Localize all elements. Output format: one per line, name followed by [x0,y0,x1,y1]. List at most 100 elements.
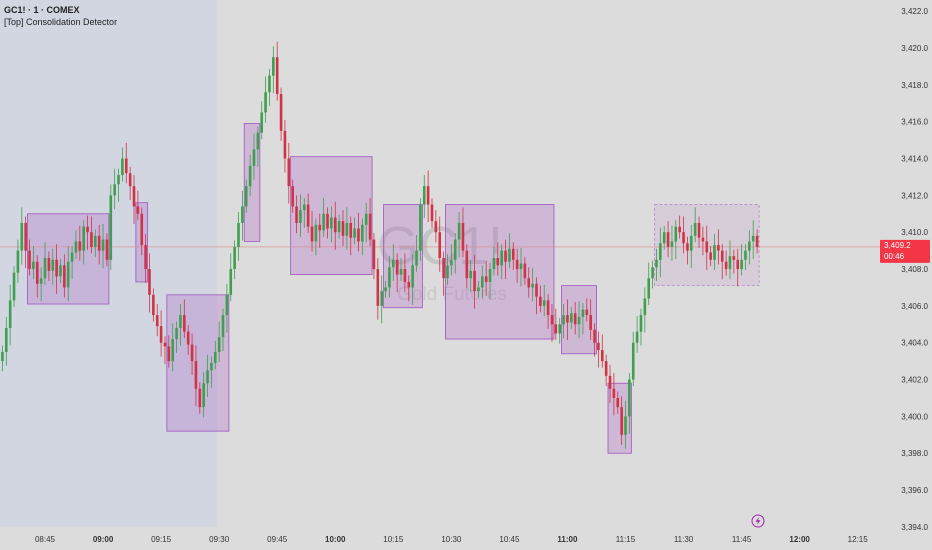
candle-body [55,259,58,277]
candle-body [221,315,225,338]
candle [395,253,399,293]
candles [1,41,759,449]
candle-body [682,232,685,244]
candle-body [600,350,604,362]
candle [376,257,380,320]
candle-body [70,252,74,262]
candle-body [105,239,109,260]
price-tick-label: 3,400.0 [901,412,928,421]
candle-body [121,158,124,176]
candle-body [295,206,298,223]
candle [306,193,310,234]
candle-body [225,294,229,316]
candle [446,254,449,285]
candle [59,258,62,283]
candle [628,373,631,434]
candle [388,256,391,298]
candle-body [86,226,89,233]
candle [492,246,496,276]
candle [124,142,128,184]
candle-body [260,112,264,133]
candle [183,299,186,339]
candle [186,325,190,355]
candle [651,260,654,289]
candle [511,242,515,270]
candle [554,308,558,340]
candle-body [705,241,709,253]
time-tick-label: 12:15 [848,535,869,544]
candle [426,170,430,223]
price-tick-label: 3,412.0 [901,191,928,200]
price-tick-label: 3,410.0 [901,228,928,237]
candle [744,244,747,270]
candle-body [279,94,283,131]
candle [724,250,728,276]
candle-body [171,339,175,362]
candle [720,244,724,280]
candle-body [179,315,182,328]
candle [337,214,341,239]
candle-body [322,213,325,231]
candle-body [426,186,430,205]
candle [32,246,35,280]
candle [167,335,171,368]
candle-body [511,248,515,260]
candle [241,190,244,241]
candle-body [63,265,66,288]
candle [481,265,484,298]
candle [155,304,159,337]
candle [202,372,205,418]
candle-body [562,315,565,325]
candle-body [90,232,93,247]
candle-body [326,213,329,229]
candle-body [380,291,383,306]
price-axis[interactable]: 3,422.0 3,420.0 3,418.0 3,416.0 3,414.0 3,412… [901,7,928,532]
candle-body [620,407,623,435]
price-tick-label: 3,394.0 [901,523,928,532]
candle-body [159,326,163,343]
candle [90,216,93,254]
candle-body [624,416,627,435]
candle-body [457,222,461,240]
candle-body [748,241,751,251]
candle [740,244,743,276]
candle [105,233,109,267]
candle-body [407,281,411,288]
candle [229,253,233,302]
candle [8,284,12,346]
candle-body [287,158,291,187]
candle-body [117,175,120,185]
candle [392,244,395,282]
bar-countdown: 00:46 [884,252,905,261]
candle [709,246,712,267]
candle-body [496,257,500,266]
candle [260,101,264,140]
candle [299,194,302,237]
candle [194,345,198,407]
candle [264,76,267,123]
candle [248,154,252,197]
candle [190,333,194,375]
candle-body [20,222,24,251]
candle [318,213,322,248]
candle-body [333,217,337,233]
time-tick-label: 11:45 [732,535,752,544]
candle [508,233,511,269]
time-axis[interactable]: 08:45 09:00 09:15 09:30 09:45 10:00 10:15 10:30… [35,535,868,544]
last-price-value: 3,409.2 [884,241,911,250]
indicator-title[interactable]: [Top] Consolidation Detector [4,17,118,27]
candle-body [395,259,399,275]
candle-body [558,324,562,334]
candle [624,400,627,449]
candle [608,364,612,403]
candle [291,179,294,213]
candle-body [643,298,647,316]
price-tick-label: 3,414.0 [901,155,928,164]
candle [546,293,550,329]
candle [670,225,674,261]
symbol-title[interactable]: GC1! · 1 · COMEX [4,5,80,15]
candle-body [546,300,550,316]
candle [442,251,445,296]
lightning-icon[interactable] [751,514,765,528]
